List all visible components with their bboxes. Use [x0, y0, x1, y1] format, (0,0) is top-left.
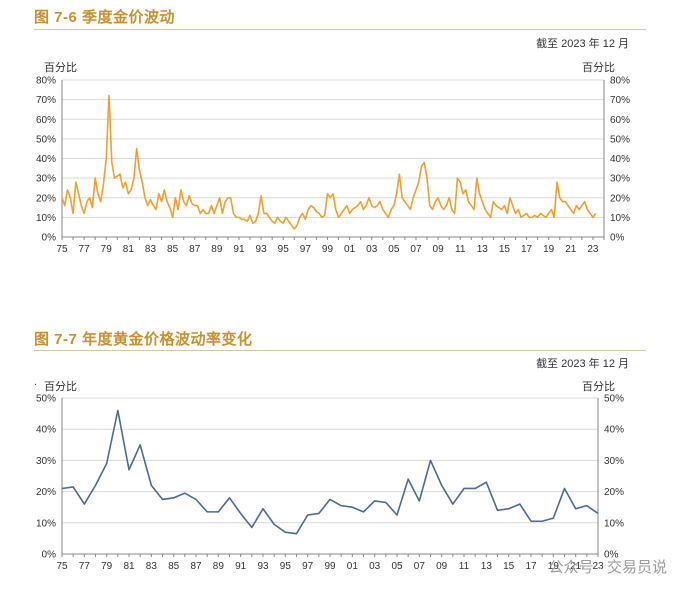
chart1-xtick-label: 15 — [499, 244, 511, 255]
chart1-title-rule — [34, 29, 646, 30]
chart2-xtick-label: 07 — [414, 561, 426, 572]
chart1-ytick-right: 80% — [610, 76, 630, 87]
chart1-ytick-right: 70% — [610, 95, 630, 106]
chart1-xtick-label: 23 — [587, 244, 599, 255]
chart2-marker-dot: . — [34, 376, 38, 388]
chart2-xtick-label: 89 — [213, 561, 225, 572]
chart2-ytick-right: 50% — [604, 394, 624, 405]
chart2-xtick-label: 05 — [391, 561, 403, 572]
chart2-ytick-right: 10% — [604, 518, 624, 529]
chart2-xtick-label: 93 — [257, 561, 269, 572]
chart1-xtick-label: 85 — [167, 244, 179, 255]
chart1-ytick-right: 60% — [610, 115, 630, 126]
watermark: 公众号 · 交易员说 — [549, 556, 667, 577]
chart1-xtick-label: 81 — [123, 244, 135, 255]
chart1-xtick-label: 77 — [79, 244, 91, 255]
chart2-ytick-left: 0% — [42, 550, 57, 561]
chart1-ytick-right: 50% — [610, 134, 630, 145]
chart1-xtick-label: 97 — [300, 244, 312, 255]
chart2-xtick-label: 09 — [436, 561, 448, 572]
chart2-xtick-label: 87 — [190, 561, 202, 572]
chart1-series-line — [61, 94, 597, 230]
chart2-xtick-label: 17 — [525, 561, 537, 572]
annual-gold-volatility-chart: 0% 0% 10% 10% 20% 20% 30% 30% 40% 40% 50% 50% 75 77 79… — [36, 394, 624, 573]
chart2-ytick-left: 20% — [36, 487, 56, 498]
chart2-series-line — [61, 409, 599, 535]
chart1-xtick-label: 87 — [189, 244, 201, 255]
chart2-xtick-label: 03 — [369, 561, 381, 572]
chart1-xtick-label: 09 — [433, 244, 445, 255]
chart1-xtick-label: 79 — [101, 244, 113, 255]
chart1-xtick-label: 83 — [145, 244, 157, 255]
chart1-xtick-label: 03 — [366, 244, 378, 255]
watermark-part1: 公众号 — [548, 559, 594, 576]
chart1-title: 图 7-6 季度金价波动 — [34, 9, 176, 26]
chart2-xtick-label: 95 — [280, 561, 292, 572]
chart2-title-rule — [34, 350, 646, 351]
chart2-xtick-label: 75 — [56, 561, 68, 572]
chart1-ytick-left: 20% — [36, 193, 56, 204]
chart1-xtick-label: 05 — [388, 244, 400, 255]
watermark-part2: 交易员说 — [606, 559, 667, 576]
chart1-ytick-right: 20% — [610, 193, 630, 204]
chart1-xtick-label: 75 — [56, 244, 68, 255]
chart1-xtick-label: 95 — [278, 244, 290, 255]
chart2-xtick-label: 81 — [123, 561, 135, 572]
chart2-xtick-label: 77 — [79, 561, 91, 572]
chart1-xtick-label: 91 — [233, 244, 245, 255]
watermark-separator: · — [597, 559, 603, 576]
chart2-xtick-label: 21 — [570, 561, 582, 572]
chart2-ytick-left: 10% — [36, 518, 56, 529]
chart2-xtick-label: 13 — [481, 561, 493, 572]
chart1-xtick-label: 11 — [455, 244, 466, 255]
chart2-xtick-label: 15 — [503, 561, 515, 572]
chart1-xtick-label: 01 — [344, 244, 356, 255]
chart2-xtick-label: 11 — [459, 561, 470, 572]
chart1-ytick-left: 0% — [42, 233, 57, 244]
chart1-xtick-label: 19 — [543, 244, 555, 255]
chart1-right-unit: 百分比 — [582, 62, 615, 74]
chart1-xtick-label: 07 — [410, 244, 422, 255]
chart1-left-unit: 百分比 — [44, 62, 77, 74]
chart2-ytick-left: 50% — [36, 394, 56, 405]
chart2-ytick-left: 30% — [36, 456, 56, 467]
chart2-right-unit: 百分比 — [582, 381, 615, 393]
chart1-asof: 截至 2023 年 12 月 — [536, 38, 629, 50]
chart2-xtick-label: 01 — [347, 561, 359, 572]
chart2-ytick-right: 20% — [604, 487, 624, 498]
chart2-xtick-label: 99 — [324, 561, 336, 572]
chart1-ytick-left: 30% — [36, 174, 56, 185]
chart1-ytick-left: 60% — [36, 115, 56, 126]
chart2-xtick-label: 91 — [235, 561, 247, 572]
chart1-xtick-label: 17 — [521, 244, 533, 255]
chart2-xtick-label: 79 — [101, 561, 113, 572]
chart1-ytick-right: 0% — [610, 233, 625, 244]
chart1-ytick-left: 70% — [36, 95, 56, 106]
chart1-ytick-right: 40% — [610, 154, 630, 165]
chart2-ytick-right: 0% — [604, 550, 619, 561]
chart1-ytick-left: 80% — [36, 76, 56, 87]
chart1-xtick-label: 21 — [565, 244, 577, 255]
chart2-ytick-right: 30% — [604, 456, 624, 467]
chart1-ytick-left: 50% — [36, 134, 56, 145]
chart2-asof: 截至 2023 年 12 月 — [536, 358, 629, 370]
chart2-left-unit: 百分比 — [44, 381, 77, 393]
chart1-ytick-right: 30% — [610, 174, 630, 185]
chart1-xtick-label: 89 — [211, 244, 223, 255]
chart2-xtick-label: 85 — [168, 561, 180, 572]
chart2-ytick-right: 40% — [604, 425, 624, 436]
chart1-ytick-left: 10% — [36, 213, 56, 224]
chart1-xtick-label: 13 — [477, 244, 489, 255]
chart2-title: 图 7-7 年度黄金价格波动率变化 — [34, 331, 253, 348]
chart2-xtick-label: 83 — [146, 561, 158, 572]
chart2-ytick-left: 40% — [36, 425, 56, 436]
chart1-ytick-left: 40% — [36, 154, 56, 165]
chart1-xtick-label: 93 — [256, 244, 268, 255]
quarterly-gold-volatility-chart: 0% 0% 10% 10% 20% 20% 30% 30% 40% 40% 50% 50% 60% 60%… — [36, 76, 630, 256]
chart1-xtick-label: 99 — [322, 244, 334, 255]
chart2-xtick-label: 23 — [592, 561, 604, 572]
chart1-ytick-right: 10% — [610, 213, 630, 224]
chart2-xtick-label: 97 — [302, 561, 314, 572]
chart2-xtick-label: 19 — [548, 561, 560, 572]
